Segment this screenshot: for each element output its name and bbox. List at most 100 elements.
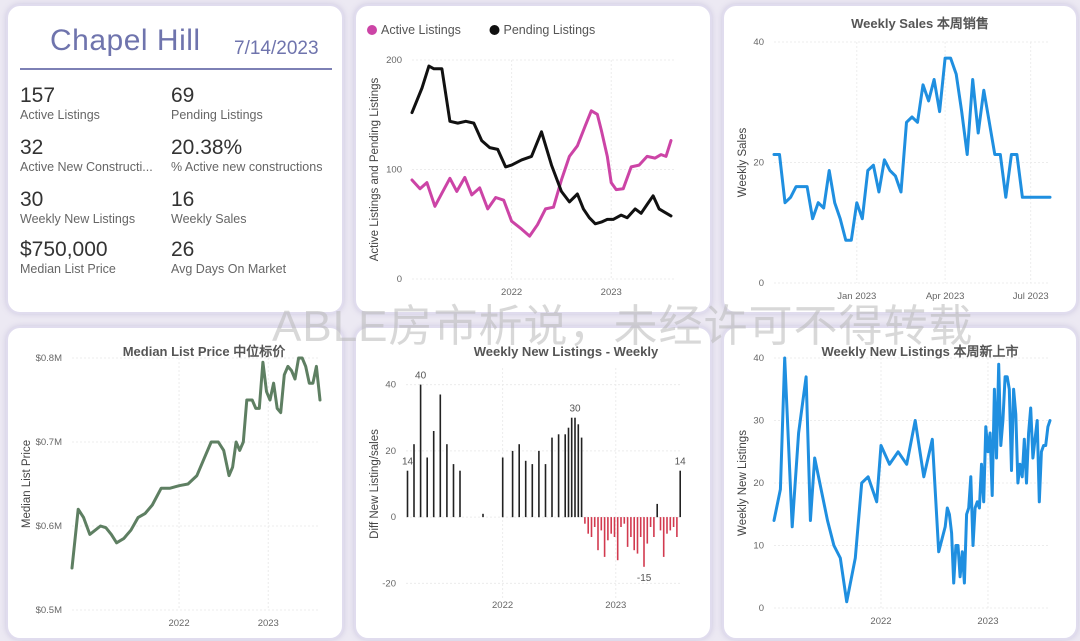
- bar: [610, 517, 612, 534]
- y-axis-label: Diff New Listing/sales: [369, 429, 381, 539]
- bar: [446, 444, 448, 518]
- chart-title: Median List Price 中位标价: [123, 344, 287, 359]
- kpi-value: $750,000: [20, 238, 108, 261]
- kpi-value: 26: [171, 238, 195, 261]
- kpi-pct-active-new-construction: 20.38% % Active new constructions: [171, 136, 331, 174]
- bar: [580, 437, 583, 518]
- bar: [603, 517, 606, 557]
- bar: [639, 517, 642, 537]
- x-tick-label: Jan 2023: [837, 291, 876, 302]
- bar: [501, 457, 504, 518]
- kpi-median-list-price: $750,000 Median List Price: [20, 238, 160, 276]
- kpi-label: Median List Price: [20, 262, 116, 276]
- series-line: [772, 56, 1052, 242]
- x-tick-label: Jul 2023: [1013, 291, 1049, 302]
- x-tick-label: 2023: [977, 616, 998, 627]
- data-label: 40: [415, 371, 427, 382]
- y-tick-label: 20: [385, 446, 396, 457]
- bar: [597, 517, 599, 551]
- kpi-value: 30: [20, 188, 44, 211]
- series-line: [410, 64, 673, 226]
- y-tick-label: 200: [386, 55, 402, 66]
- bar: [623, 517, 626, 524]
- bar: [587, 517, 589, 534]
- y-tick-label: 20: [753, 158, 764, 169]
- bar: [616, 517, 619, 561]
- y-tick-label: $0.6M: [36, 521, 62, 532]
- bar: [656, 503, 658, 518]
- median-price-chart: $0.5M $0.6M $0.7M $0.8M 2022 2023 Median List …: [21, 344, 322, 629]
- x-tick-label: 2023: [601, 287, 622, 298]
- data-label: 14: [402, 457, 414, 468]
- legend-marker: [367, 25, 377, 35]
- data-label: -15: [637, 573, 652, 584]
- median-price-chart-card: $0.5M $0.6M $0.7M $0.8M 2022 2023 Median List …: [6, 326, 344, 640]
- data-label: 14: [675, 457, 687, 468]
- y-tick-label: 0: [759, 278, 764, 289]
- bar: [439, 394, 442, 518]
- y-tick-label: 0: [759, 603, 764, 614]
- kpi-card: Chapel Hill 7/14/2023 157 Active Listing…: [6, 4, 344, 314]
- bar: [564, 434, 566, 518]
- bar: [626, 517, 629, 547]
- y-tick-label: 100: [386, 165, 402, 176]
- bar: [551, 437, 553, 518]
- bar: [649, 517, 652, 527]
- diff-listings-chart-card: -20 0 20 40 2022 2023 Weekly New Listings - We…: [354, 326, 712, 640]
- kpi-label: Weekly Sales: [171, 212, 247, 226]
- bar: [659, 517, 662, 531]
- bar: [432, 431, 435, 518]
- kpi-value: 69: [171, 84, 195, 107]
- bar: [482, 513, 484, 518]
- kpi-label: Weekly New Listings: [20, 212, 136, 226]
- x-tick-label: Apr 2023: [926, 291, 965, 302]
- kpi-label: Avg Days On Market: [171, 262, 287, 276]
- bar: [544, 464, 547, 518]
- kpi-label: Active Listings: [20, 108, 100, 122]
- bar: [452, 464, 455, 518]
- data-label: 30: [569, 404, 581, 415]
- kpi-avg-days-on-market: 26 Avg Days On Market: [171, 238, 311, 276]
- kpi-label: % Active new constructions: [171, 160, 323, 174]
- legend-label: Pending Listings: [504, 23, 596, 37]
- bar: [511, 450, 514, 518]
- bar: [672, 517, 675, 527]
- kpi-active-new-construction: 32 Active New Constructi...: [20, 136, 160, 174]
- y-tick-label: 40: [753, 353, 764, 364]
- bar: [653, 517, 655, 537]
- y-axis-label: Weekly Sales: [737, 128, 749, 198]
- kpi-value: 32: [20, 136, 44, 159]
- bar: [643, 517, 645, 567]
- x-tick-label: 2023: [258, 618, 279, 629]
- y-tick-label: 40: [753, 37, 764, 48]
- kpi-active-listings: 157 Active Listings: [20, 84, 160, 122]
- bar: [646, 517, 649, 544]
- chart-title: Weekly New Listings 本周新上市: [822, 344, 1019, 359]
- chart-title: Weekly New Listings - Weekly: [474, 344, 659, 359]
- x-tick-label: 2023: [605, 600, 626, 611]
- bar: [669, 517, 672, 531]
- y-tick-label: $0.7M: [36, 437, 62, 448]
- y-tick-label: 0: [397, 274, 402, 285]
- listings-chart-card: 0 100 200 2022 2023 Active Listings and Pendi…: [354, 4, 712, 314]
- bar: [590, 517, 593, 537]
- bar: [577, 424, 580, 518]
- kpi-weekly-sales: 16 Weekly Sales: [171, 188, 311, 226]
- kpi-pending-listings: 69 Pending Listings: [171, 84, 311, 122]
- bar: [613, 517, 616, 537]
- legend-label: Active Listings: [381, 23, 461, 37]
- series-line: [70, 356, 322, 570]
- bar: [524, 460, 527, 518]
- y-axis-label: Weekly New Listings: [737, 430, 749, 536]
- city-name: Chapel Hill: [50, 24, 201, 57]
- bar: [574, 417, 576, 518]
- series-line: [410, 109, 673, 238]
- bar: [459, 470, 461, 518]
- bar: [679, 470, 681, 518]
- bar: [538, 450, 540, 518]
- bar: [567, 427, 570, 518]
- bar: [636, 517, 639, 554]
- bar: [620, 517, 622, 527]
- series-line: [772, 356, 1052, 604]
- bar: [518, 444, 520, 518]
